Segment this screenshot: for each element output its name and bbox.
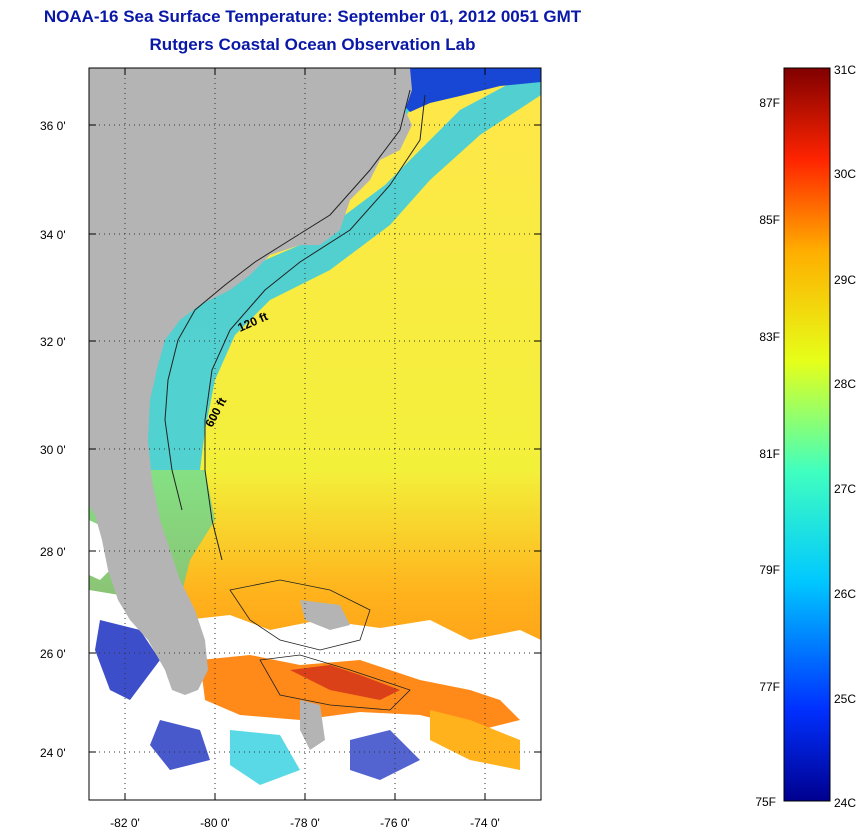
lon-label: -82 0' bbox=[110, 816, 140, 830]
colorbar-gradient bbox=[783, 67, 831, 802]
lat-label: 30 0' bbox=[40, 443, 66, 457]
map-subtitle: Rutgers Coastal Ocean Observation Lab bbox=[149, 35, 476, 54]
colorbar: 87F 85F 83F 81F 79F 77F 75F 31C 30C 29C … bbox=[755, 63, 856, 810]
colorbar-c-label: 25C bbox=[834, 692, 856, 706]
colorbar-c-label: 24C bbox=[834, 796, 856, 810]
map-title: NOAA-16 Sea Surface Temperature: Septemb… bbox=[43, 7, 582, 26]
colorbar-f-label: 83F bbox=[759, 330, 780, 344]
lon-label: -76 0' bbox=[380, 816, 410, 830]
lon-label: -80 0' bbox=[200, 816, 230, 830]
colorbar-f-label: 79F bbox=[759, 563, 780, 577]
colorbar-f-label: 75F bbox=[755, 795, 776, 809]
lon-label: -74 0' bbox=[470, 816, 500, 830]
lat-label: 24 0' bbox=[40, 746, 66, 760]
sst-image bbox=[89, 68, 541, 800]
colorbar-c-label: 31C bbox=[834, 63, 856, 77]
lat-label: 26 0' bbox=[40, 647, 66, 661]
graticule bbox=[89, 68, 541, 800]
axis-ticks bbox=[89, 68, 541, 800]
colorbar-f-label: 81F bbox=[759, 447, 780, 461]
colorbar-c-label: 26C bbox=[834, 587, 856, 601]
colorbar-c-label: 27C bbox=[834, 482, 856, 496]
colorbar-f-label: 87F bbox=[759, 96, 780, 110]
colorbar-f-label: 77F bbox=[759, 680, 780, 694]
colorbar-c-label: 28C bbox=[834, 377, 856, 391]
lon-label: -78 0' bbox=[290, 816, 320, 830]
colorbar-c-label: 29C bbox=[834, 273, 856, 287]
lat-label: 36 0' bbox=[40, 119, 66, 133]
colorbar-c-label: 30C bbox=[834, 167, 856, 181]
lat-label: 32 0' bbox=[40, 335, 66, 349]
land-mass bbox=[89, 68, 412, 695]
map-frame bbox=[88, 67, 542, 801]
lat-label: 34 0' bbox=[40, 228, 66, 242]
cold-water bbox=[380, 68, 541, 112]
lat-label: 28 0' bbox=[40, 545, 66, 559]
colorbar-f-label: 85F bbox=[759, 213, 780, 227]
